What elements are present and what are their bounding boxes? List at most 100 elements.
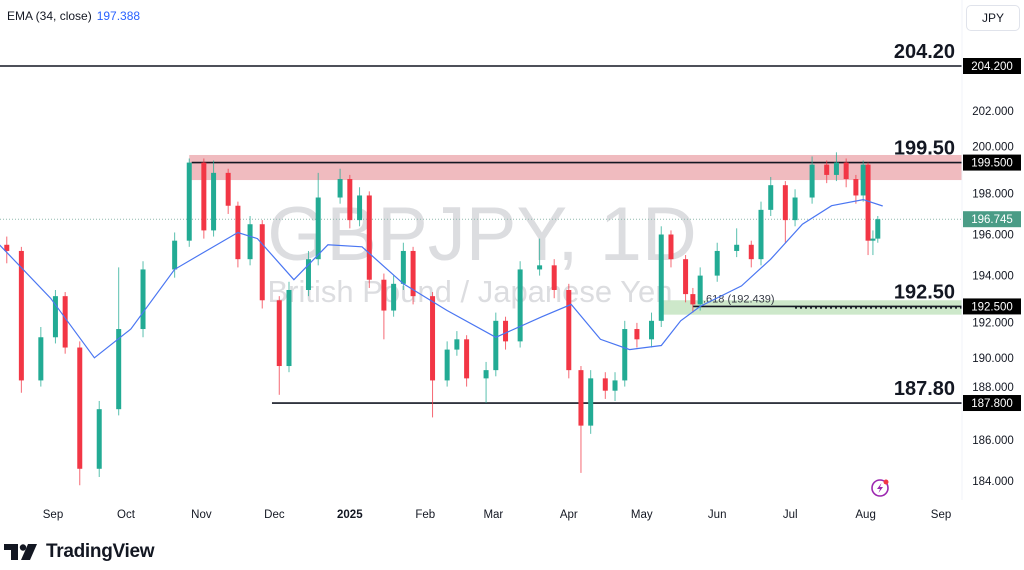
candle-body — [833, 162, 839, 175]
candle[interactable] — [658, 226, 664, 327]
candle[interactable] — [38, 326, 44, 387]
candle[interactable] — [824, 160, 830, 184]
lightning-icon[interactable] — [871, 479, 889, 497]
candle[interactable] — [683, 255, 689, 303]
candle[interactable] — [259, 220, 265, 309]
candle[interactable] — [870, 230, 876, 256]
candle[interactable] — [366, 191, 372, 288]
candle[interactable] — [286, 281, 292, 373]
candle-body — [366, 195, 372, 280]
level-price-tag — [963, 154, 1021, 171]
time-axis-tick: Mar — [483, 509, 503, 521]
candle[interactable] — [537, 238, 543, 276]
candle[interactable] — [865, 162, 871, 256]
candle[interactable] — [211, 160, 217, 237]
watermark: GBPJPY, 1D British Pound / Japanese Yen — [267, 192, 696, 309]
candle-body — [410, 250, 416, 297]
candle[interactable] — [444, 341, 450, 387]
candle[interactable] — [52, 289, 58, 344]
candle[interactable] — [305, 250, 311, 297]
candle[interactable] — [62, 292, 68, 354]
price-axis-tick: 196.000 — [972, 230, 1014, 242]
candle[interactable] — [235, 201, 241, 268]
price-axis-tick: 200.000 — [972, 142, 1014, 154]
candle[interactable] — [464, 335, 470, 387]
candle[interactable] — [391, 275, 397, 317]
candle[interactable] — [578, 366, 584, 473]
candle-body — [62, 296, 68, 348]
candle[interactable] — [247, 216, 253, 266]
candle-body — [116, 329, 122, 410]
candle[interactable] — [612, 372, 618, 401]
candle-body — [612, 380, 618, 391]
candle[interactable] — [186, 158, 192, 247]
candle[interactable] — [714, 242, 720, 282]
time-axis-tick: 2025 — [337, 509, 363, 521]
candle-body — [347, 179, 353, 221]
candle[interactable] — [357, 187, 363, 227]
candle[interactable] — [734, 228, 740, 258]
candle[interactable] — [690, 287, 696, 313]
candle[interactable] — [347, 174, 353, 229]
candle-body — [201, 162, 207, 231]
candle[interactable] — [454, 331, 460, 356]
time-axis-tick: May — [631, 509, 653, 521]
candle[interactable] — [483, 361, 489, 404]
candle[interactable] — [697, 267, 703, 311]
candle[interactable] — [116, 267, 122, 416]
candle-body — [792, 197, 798, 221]
candle[interactable] — [833, 152, 839, 182]
candle[interactable] — [77, 341, 83, 486]
candle[interactable] — [649, 312, 655, 348]
candle[interactable] — [860, 160, 866, 202]
candle[interactable] — [792, 189, 798, 227]
level-price-tag-text: 192.500 — [971, 301, 1013, 313]
candle[interactable] — [410, 246, 416, 305]
candle[interactable] — [18, 246, 24, 393]
candle[interactable] — [782, 181, 788, 243]
candle[interactable] — [201, 158, 207, 239]
candle-body — [578, 370, 584, 426]
candle[interactable] — [853, 174, 859, 204]
candle[interactable] — [315, 172, 321, 266]
tradingview-logo[interactable]: TradingView — [4, 541, 155, 563]
legend-indicator-name: EMA (34, close) — [7, 9, 92, 23]
candle[interactable] — [768, 176, 774, 217]
candle[interactable] — [843, 158, 849, 188]
candle[interactable] — [668, 230, 674, 268]
candle[interactable] — [225, 168, 231, 214]
candle[interactable] — [566, 283, 572, 379]
candle[interactable] — [276, 296, 282, 395]
candle[interactable] — [493, 312, 499, 377]
candle[interactable] — [400, 242, 406, 290]
candle-body — [172, 240, 178, 270]
candle-body — [875, 219, 881, 239]
candle[interactable] — [381, 273, 387, 340]
candle[interactable] — [748, 240, 754, 268]
candle-body — [357, 195, 363, 221]
candle[interactable] — [4, 236, 10, 264]
price-axis-tick: 192.000 — [972, 317, 1014, 329]
candle[interactable] — [96, 400, 102, 477]
price-chart[interactable]: GBPJPY, 1D British Pound / Japanese Yen … — [0, 0, 1024, 540]
candle[interactable] — [634, 322, 640, 348]
candle[interactable] — [758, 201, 764, 266]
candle[interactable] — [140, 261, 146, 338]
candle-body — [503, 320, 509, 342]
candle[interactable] — [430, 292, 436, 418]
candle-body — [391, 283, 397, 311]
candle[interactable] — [622, 320, 628, 387]
currency-button[interactable]: JPY — [966, 5, 1020, 31]
candle[interactable] — [337, 168, 343, 204]
candle[interactable] — [551, 259, 557, 299]
candle[interactable] — [588, 370, 594, 434]
candle[interactable] — [517, 261, 523, 348]
candle-body — [18, 250, 24, 381]
candle-body — [483, 370, 489, 379]
time-axis-tick: Sep — [931, 509, 951, 521]
candle[interactable] — [875, 216, 881, 243]
indicator-legend[interactable]: EMA (34, close) 197.388 — [7, 9, 140, 23]
price-axis-tick: 198.000 — [972, 188, 1014, 200]
candle[interactable] — [602, 372, 608, 399]
candle[interactable] — [809, 156, 815, 204]
